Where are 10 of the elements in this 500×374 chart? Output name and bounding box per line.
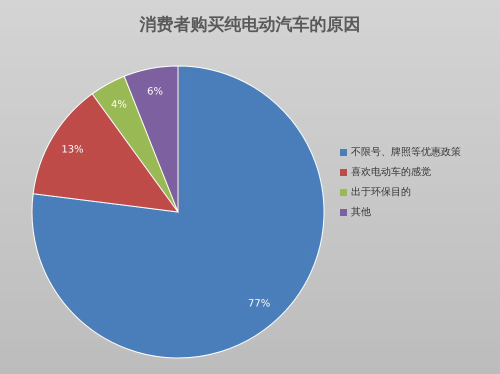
slice-label: 不限号、牌照等优惠政策 (351, 146, 461, 158)
legend-label: 喜欢电动车的感觉 (351, 166, 431, 178)
legend-label: 其他 (351, 206, 371, 218)
data-label: 13% (61, 144, 84, 156)
data-label: 4% (110, 99, 127, 110)
legend-label: 出于环保目的 (351, 186, 411, 198)
chart-title: 消费者购买纯电动汽车的原因 (138, 15, 360, 35)
pie-slice (32, 66, 324, 358)
data-label: 6% (147, 86, 163, 98)
data-label: 77% (248, 298, 270, 310)
